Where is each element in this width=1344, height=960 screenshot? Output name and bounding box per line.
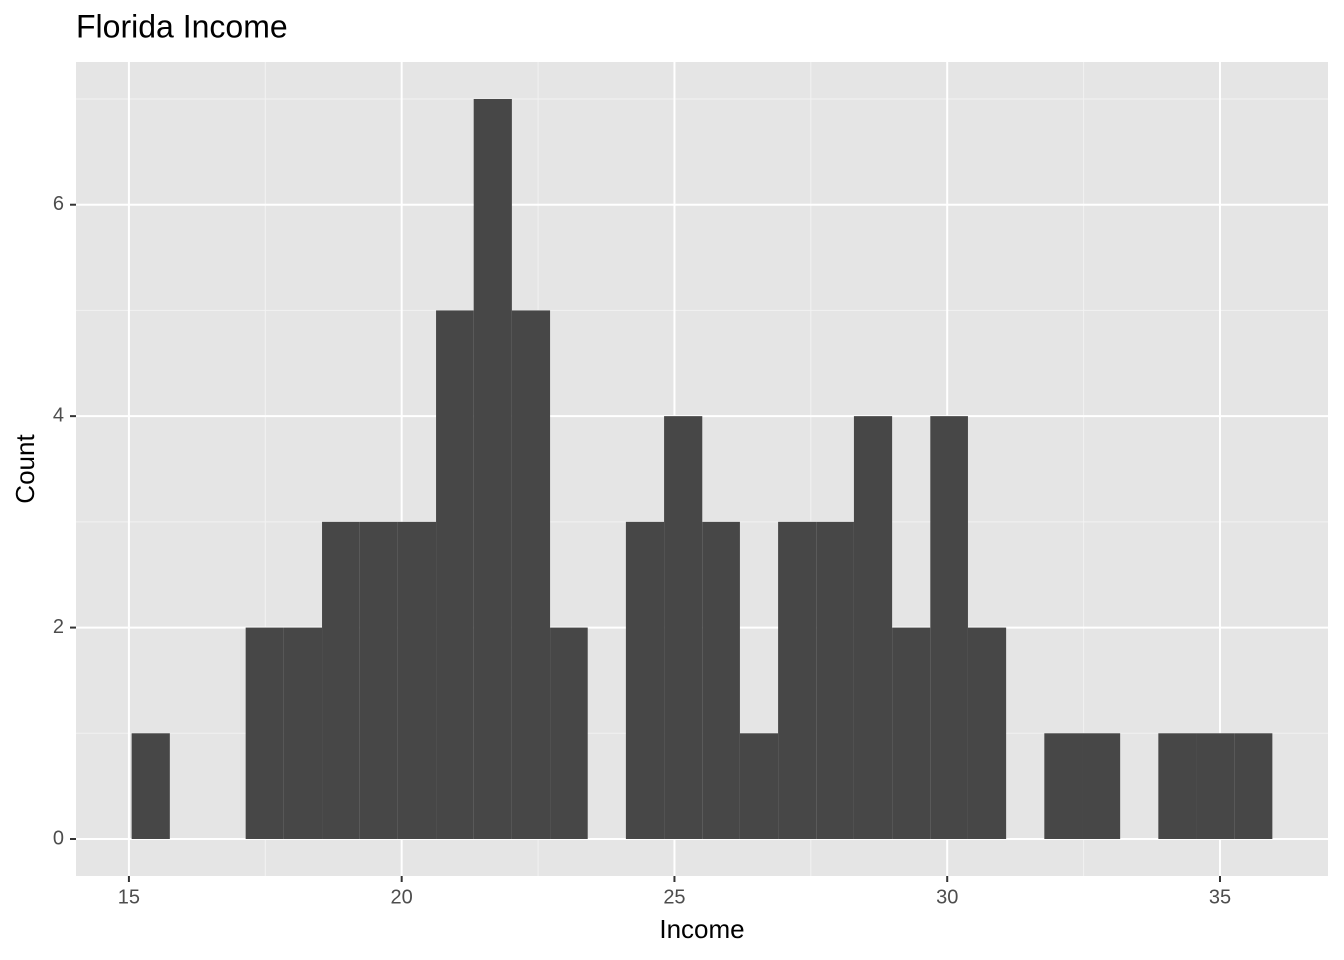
bar [816, 521, 854, 839]
bar [625, 521, 665, 839]
x-tick-label: 35 [1209, 886, 1231, 908]
bar [550, 627, 588, 839]
y-axis-title: Count [10, 434, 40, 504]
y-tick-label: 2 [53, 616, 64, 638]
bar [1196, 733, 1235, 839]
bar [739, 733, 779, 839]
bar [967, 627, 1007, 839]
bar [892, 627, 931, 839]
x-tick-label: 25 [663, 886, 685, 908]
bar [359, 521, 398, 839]
bar [245, 627, 284, 839]
x-tick-label: 20 [391, 886, 413, 908]
y-tick-label: 4 [53, 404, 64, 426]
bar [702, 521, 740, 839]
bar [436, 310, 474, 839]
x-tick-label: 15 [118, 886, 140, 908]
bar [1044, 733, 1083, 839]
y-tick-label: 0 [53, 827, 64, 849]
bar [1158, 733, 1197, 839]
bar [664, 416, 703, 839]
bar [131, 733, 170, 839]
y-tick-label: 6 [53, 193, 64, 215]
bar [322, 521, 360, 839]
bar [1082, 733, 1121, 839]
bar [283, 627, 323, 839]
x-axis-title: Income [659, 914, 744, 944]
bar [853, 416, 893, 839]
bar [930, 416, 968, 839]
bar [397, 521, 437, 839]
x-tick-label: 30 [936, 886, 958, 908]
bar [511, 310, 551, 839]
bar [778, 521, 817, 839]
bar [473, 99, 512, 839]
chart-title: Florida Income [76, 8, 288, 44]
bar [1234, 733, 1273, 839]
